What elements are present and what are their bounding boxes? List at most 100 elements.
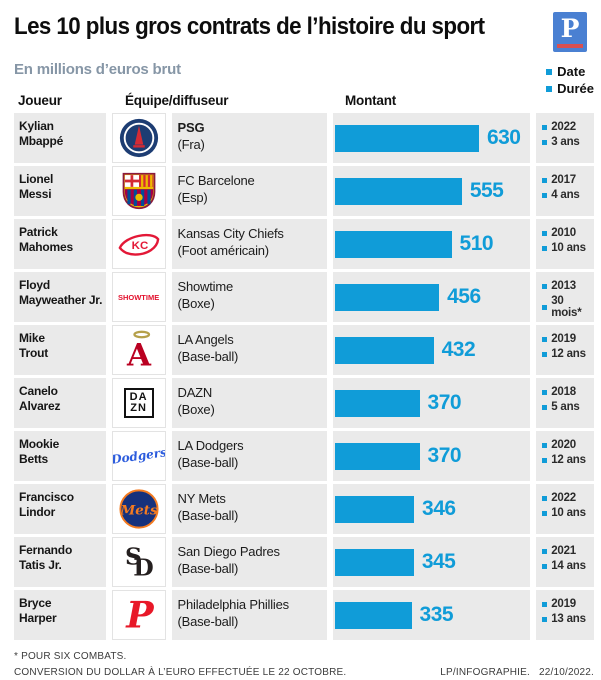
duration-line: 5 ans [542,401,594,413]
player-first-name: Mike [19,331,45,345]
date-line: 2020 [542,439,594,451]
team-name: DAZN [177,385,213,400]
amount-bar-cell: 345 [332,537,531,587]
table-row: Patrick Mahomes KC Kansas City Chiefs (F… [14,219,595,269]
duration-line: 10 ans [542,242,594,254]
amount-value: 510 [459,232,494,255]
date-line: 2019 [542,333,594,345]
chart-subtitle: En millions d’euros brut [14,61,181,78]
date-duration-cell: 2020 12 ans [536,431,595,481]
legend-square-icon [542,124,548,130]
player-first-name: Canelo [19,384,58,398]
date-duration-cell: 2019 13 ans [536,590,595,640]
legend-square-icon [542,563,548,569]
date-line: 2017 [542,174,594,186]
player-last-name: Harper [19,611,57,625]
player-first-name: Fernando [19,543,73,557]
table-row: Canelo Alvarez DA ZN DAZN (Boxe) 370 2018… [14,378,595,428]
le-parisien-logo: P [553,12,587,52]
svg-text:Mets: Mets [119,503,157,519]
contract-date: 2013 [551,280,576,292]
amount-value: 370 [427,391,462,414]
duration-line: 4 ans [542,189,594,201]
duration-line: 12 ans [542,348,594,360]
column-header-player: Joueur [18,93,62,108]
player-last-name: Messi [19,187,52,201]
duration-line: 3 ans [542,136,594,148]
amount-bar-cell: 335 [332,590,531,640]
column-headers: Joueur Équipe/diffuseur Montant Date Dur… [14,64,594,110]
team-cell: Showtime (Boxe) [171,272,327,322]
team-name: Showtime [177,279,234,294]
amount-bar [334,442,420,470]
amount-bar-cell: 555 [332,166,531,216]
team-name: NY Mets [177,491,226,506]
table-row: Francisco Lindor Mets NY Mets (Base-ball… [14,484,595,534]
date-line: 2019 [542,598,594,610]
dazn-logo: DA ZN [111,378,166,428]
legend-date-label: Date [557,64,586,79]
contract-duration: 14 ans [551,560,586,572]
date-duration-cell: 2018 5 ans [536,378,595,428]
team-name: Philadelphia Phillies [177,597,290,612]
contract-date: 2022 [551,121,576,133]
amount-bar [334,548,414,576]
dazn-wordmark-icon: DA ZN [123,388,154,418]
date-duration-cell: 2022 10 ans [536,484,595,534]
column-header-amount: Montant [345,93,397,108]
amount-bar [334,230,452,258]
phillies-logo: P [111,590,166,640]
table-row: Floyd Mayweather Jr. SHOWTIME Showtime (… [14,272,595,322]
svg-text:D: D [133,554,154,582]
legend-square-icon [542,192,548,198]
team-league: (Fra) [177,136,205,152]
team-league: (Foot américain) [177,242,270,258]
amount-bar [334,124,479,152]
player-last-name: Trout [19,346,48,360]
contract-duration: 10 ans [551,507,586,519]
amount-bar [334,177,462,205]
legend-square-icon [542,442,548,448]
amount-value: 335 [419,603,454,626]
player-name-cell: Floyd Mayweather Jr. [14,272,106,322]
table-row: Lionel Messi FC Barcelone (Esp) 555 2017 [14,166,595,216]
amount-value: 370 [427,444,462,467]
duration-line: 10 ans [542,507,594,519]
legend-square-icon [542,404,548,410]
legend-square-icon [542,177,548,183]
team-league: (Base-ball) [177,613,239,629]
amount-value: 456 [447,285,481,308]
player-first-name: Kylian [19,119,54,133]
contract-date: 2019 [551,333,576,345]
contract-duration: 10 ans [551,242,586,254]
player-last-name: Lindor [19,505,56,519]
team-name: San Diego Padres [177,544,281,559]
legend-duration-label: Durée [557,81,594,96]
player-last-name: Mbappé [19,134,64,148]
amount-value: 345 [421,550,456,573]
contract-duration: 12 ans [551,348,586,360]
date-duration-cell: 2017 4 ans [536,166,595,216]
table-row: Mike Trout A LA Angels (Base-ball) 432 2… [14,325,595,375]
contract-date: 2018 [551,386,576,398]
table-row: Bryce Harper P Philadelphia Phillies (Ba… [14,590,595,640]
angels-a-halo-icon: A [126,330,152,372]
amount-bar-cell: 510 [332,219,531,269]
legend-square-icon [542,351,548,357]
amount-bar-cell: 370 [332,431,531,481]
player-name-cell: Mike Trout [14,325,106,375]
team-cell: Philadelphia Phillies (Base-ball) [171,590,327,640]
player-first-name: Lionel [19,172,54,186]
column-header-team: Équipe/diffuseur [125,93,229,108]
contract-duration: 4 ans [551,189,580,201]
barcelona-crest-icon [122,172,155,210]
amount-value: 346 [422,497,456,520]
contract-date: 2021 [551,545,576,557]
svg-text:KC: KC [131,240,148,252]
svg-text:A: A [126,337,152,372]
player-last-name: Mayweather Jr. [19,293,103,307]
svg-text:P: P [125,594,155,637]
date-duration-cell: 2019 12 ans [536,325,595,375]
contract-duration: 5 ans [551,401,580,413]
team-league: (Base-ball) [177,348,239,364]
